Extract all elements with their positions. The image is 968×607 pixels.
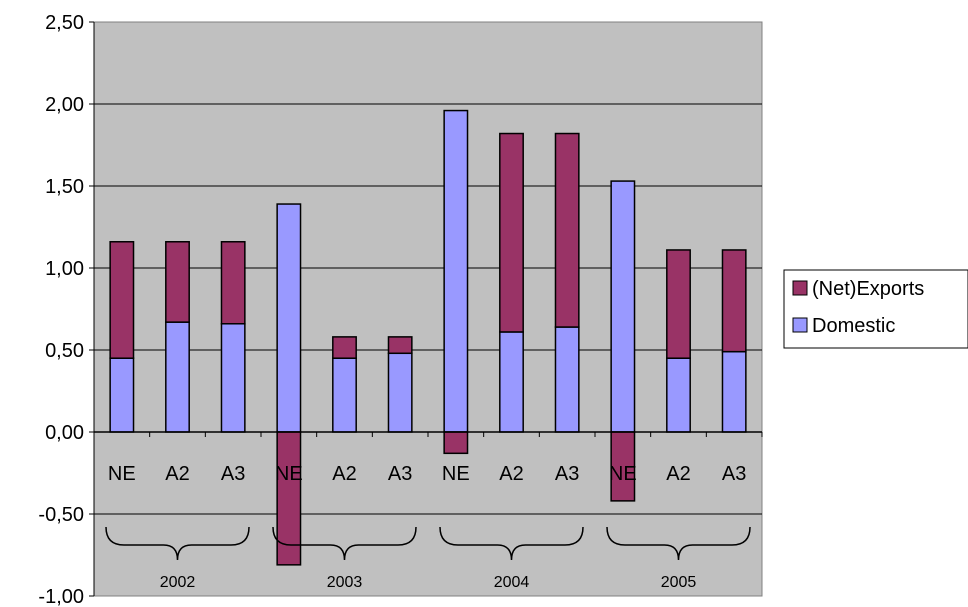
group-brace xyxy=(606,526,751,561)
bar-domestic xyxy=(721,350,747,433)
group-label: 2005 xyxy=(661,574,697,591)
bar-domestic xyxy=(332,357,357,433)
bar-domestic xyxy=(499,331,524,433)
y-tick-label: -0,50 xyxy=(38,504,84,526)
bar-domestic xyxy=(109,357,135,433)
y-tick-label: -1,00 xyxy=(38,586,84,607)
category-label: A3 xyxy=(555,463,579,485)
plot-area xyxy=(93,21,763,597)
group-label: 2002 xyxy=(160,574,196,591)
bar-net-exports xyxy=(165,241,190,323)
legend-label-domestic: Domestic xyxy=(812,315,895,337)
category-label: NE xyxy=(275,463,303,485)
bar-domestic xyxy=(554,326,580,433)
category-label: NE xyxy=(609,463,637,485)
group-labels: 2002 2003 2004 2005 xyxy=(105,526,751,591)
bar-net-exports xyxy=(443,431,469,455)
bar-net-exports xyxy=(332,336,357,359)
axes xyxy=(93,22,763,596)
category-label: A2 xyxy=(499,463,523,485)
y-tick-label: 1,50 xyxy=(45,176,84,198)
legend-label-net-exports: (Net)Exports xyxy=(812,278,924,300)
bar-net-exports xyxy=(220,241,246,325)
bar-domestic xyxy=(666,357,691,433)
category-label: A3 xyxy=(388,463,412,485)
category-label: A2 xyxy=(165,463,189,485)
legend-swatch-net-exports xyxy=(792,280,808,296)
group-label: 2004 xyxy=(494,574,530,591)
bar-domestic xyxy=(610,180,636,433)
bar-net-exports xyxy=(666,249,691,359)
y-tick-label: 2,50 xyxy=(45,12,84,34)
bar-net-exports xyxy=(499,132,524,333)
y-tick-label: 0,00 xyxy=(45,422,84,444)
legend: (Net)Exports Domestic xyxy=(783,269,968,349)
bar-net-exports xyxy=(554,132,580,328)
bar-net-exports xyxy=(109,241,135,359)
category-label: NE xyxy=(108,463,136,485)
category-label: A3 xyxy=(722,463,746,485)
legend-box xyxy=(783,269,968,349)
group-label: 2003 xyxy=(327,574,363,591)
bar-domestic xyxy=(443,109,469,433)
y-tick-label: 0,50 xyxy=(45,340,84,362)
group-brace xyxy=(439,526,584,561)
bar-domestic xyxy=(220,323,246,433)
y-tick-label: 2,00 xyxy=(45,94,84,116)
bar-domestic xyxy=(387,352,413,433)
y-tick-label: 1,00 xyxy=(45,258,84,280)
group-brace xyxy=(105,526,250,561)
legend-swatch-domestic xyxy=(792,317,808,333)
bar-net-exports xyxy=(721,249,747,353)
category-label: A3 xyxy=(221,463,245,485)
group-brace xyxy=(272,526,417,561)
category-label: A2 xyxy=(666,463,690,485)
category-label: NE xyxy=(442,463,470,485)
bar-domestic xyxy=(276,203,302,433)
bar-domestic xyxy=(165,321,190,433)
category-label: A2 xyxy=(332,463,356,485)
category-labels: NE A2 A3 NE A2 A3 NE A2 A3 NE A2 A3 xyxy=(108,463,746,485)
y-tick-labels: 2,50 2,00 1,50 1,00 0,50 0,00 -0,50 -1,00 xyxy=(38,12,84,607)
bar-net-exports xyxy=(387,336,413,355)
